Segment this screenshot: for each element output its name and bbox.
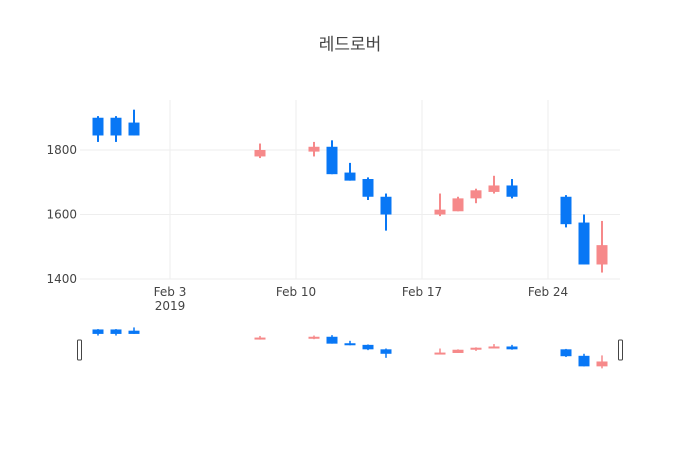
slider-candle-body: [578, 355, 590, 367]
range-slider-right-handle[interactable]: [618, 339, 623, 361]
candle-body: [344, 172, 356, 181]
candle-body: [110, 117, 122, 136]
x-tick-label-0: Feb 3: [154, 285, 187, 299]
candle-body: [380, 196, 392, 215]
range-slider[interactable]: [77, 325, 623, 370]
candle-2019-01-30: [92, 116, 104, 142]
x-tick-label-2: Feb 17: [402, 285, 442, 299]
candle-body: [362, 179, 374, 197]
chart-title: 레드로버: [319, 35, 382, 55]
slider-candle-body: [326, 336, 338, 344]
candle-2019-02-08: [254, 143, 266, 159]
candle-body: [254, 149, 266, 157]
x-tick-year-label: 2019: [155, 299, 186, 313]
candle-body: [488, 185, 500, 192]
candle-body: [452, 198, 464, 212]
candle-2019-02-11: [308, 141, 320, 157]
slider-candle-2019-02-14: [362, 344, 374, 351]
candle-2019-02-21: [488, 175, 500, 194]
slider-candle-2019-02-25: [560, 348, 572, 358]
slider-candle-2019-02-20: [470, 347, 482, 351]
slider-candle-body: [344, 343, 356, 346]
x-tick-label-1: Feb 10: [276, 285, 316, 299]
slider-candle-body: [128, 330, 140, 334]
candle-body: [92, 117, 104, 136]
y-axis-ticks: 1400 1600 1800: [46, 143, 77, 286]
candle-body: [326, 146, 338, 175]
candle-body: [560, 196, 572, 225]
slider-candle-2019-02-19: [452, 349, 464, 353]
candle-body: [596, 245, 608, 265]
slider-candle-2019-02-01: [128, 327, 140, 334]
candle-body: [506, 185, 518, 197]
candle-body: [578, 222, 590, 265]
candle-2019-02-20: [470, 188, 482, 204]
slider-candle-body: [488, 346, 500, 349]
candle-2019-02-18: [434, 193, 446, 217]
y-tick-label-0: 1400: [46, 272, 77, 286]
slider-candle-body: [254, 337, 266, 340]
candle-2019-02-12: [326, 140, 338, 175]
candle-2019-02-26: [578, 214, 590, 265]
slider-candle-2019-02-08: [254, 335, 266, 340]
y-tick-label-2: 1800: [46, 143, 77, 157]
candle-2019-02-19: [452, 196, 464, 212]
candle-2019-02-27: [596, 220, 608, 273]
slider-candle-body: [110, 329, 122, 334]
candle-body: [434, 209, 446, 215]
candle-body: [308, 146, 320, 152]
slider-candle-2019-02-12: [326, 335, 338, 344]
slider-candle-2019-02-22: [506, 344, 518, 350]
candle-2019-02-25: [560, 195, 572, 228]
slider-candle-2019-02-18: [434, 348, 446, 355]
slider-candle-body: [560, 349, 572, 357]
slider-candle-body: [452, 349, 464, 353]
slider-candle-2019-01-31: [110, 329, 122, 336]
y-tick-label-1: 1600: [46, 207, 77, 221]
candle-2019-02-14: [362, 177, 374, 200]
slider-candle-body: [596, 361, 608, 367]
candle-body: [470, 190, 482, 199]
candle-body: [128, 122, 140, 136]
candle-2019-02-13: [344, 162, 356, 181]
candle-2019-02-22: [506, 179, 518, 199]
slider-candle-body: [506, 346, 518, 350]
slider-candle-2019-02-26: [578, 353, 590, 367]
range-slider-candles: [92, 327, 608, 369]
slider-candle-2019-02-15: [380, 348, 392, 358]
x-tick-label-3: Feb 24: [528, 285, 568, 299]
slider-candle-body: [362, 344, 374, 350]
candle-2019-02-15: [380, 193, 392, 231]
candle-2019-02-01: [128, 109, 140, 136]
slider-candle-body: [308, 336, 320, 339]
candles: [92, 109, 608, 273]
slider-candle-2019-02-27: [596, 355, 608, 369]
slider-candle-body: [92, 329, 104, 334]
slider-candle-2019-02-13: [344, 340, 356, 346]
slider-candle-body: [434, 352, 446, 355]
slider-candle-body: [470, 347, 482, 350]
slider-candle-body: [380, 349, 392, 354]
slider-candle-2019-01-30: [92, 329, 104, 336]
slider-candle-2019-02-21: [488, 344, 500, 349]
grid-lines: [80, 100, 620, 280]
range-slider-background[interactable]: [80, 325, 620, 370]
range-slider-left-handle[interactable]: [77, 339, 82, 361]
slider-candle-2019-02-11: [308, 335, 320, 340]
candle-2019-01-31: [110, 116, 122, 142]
